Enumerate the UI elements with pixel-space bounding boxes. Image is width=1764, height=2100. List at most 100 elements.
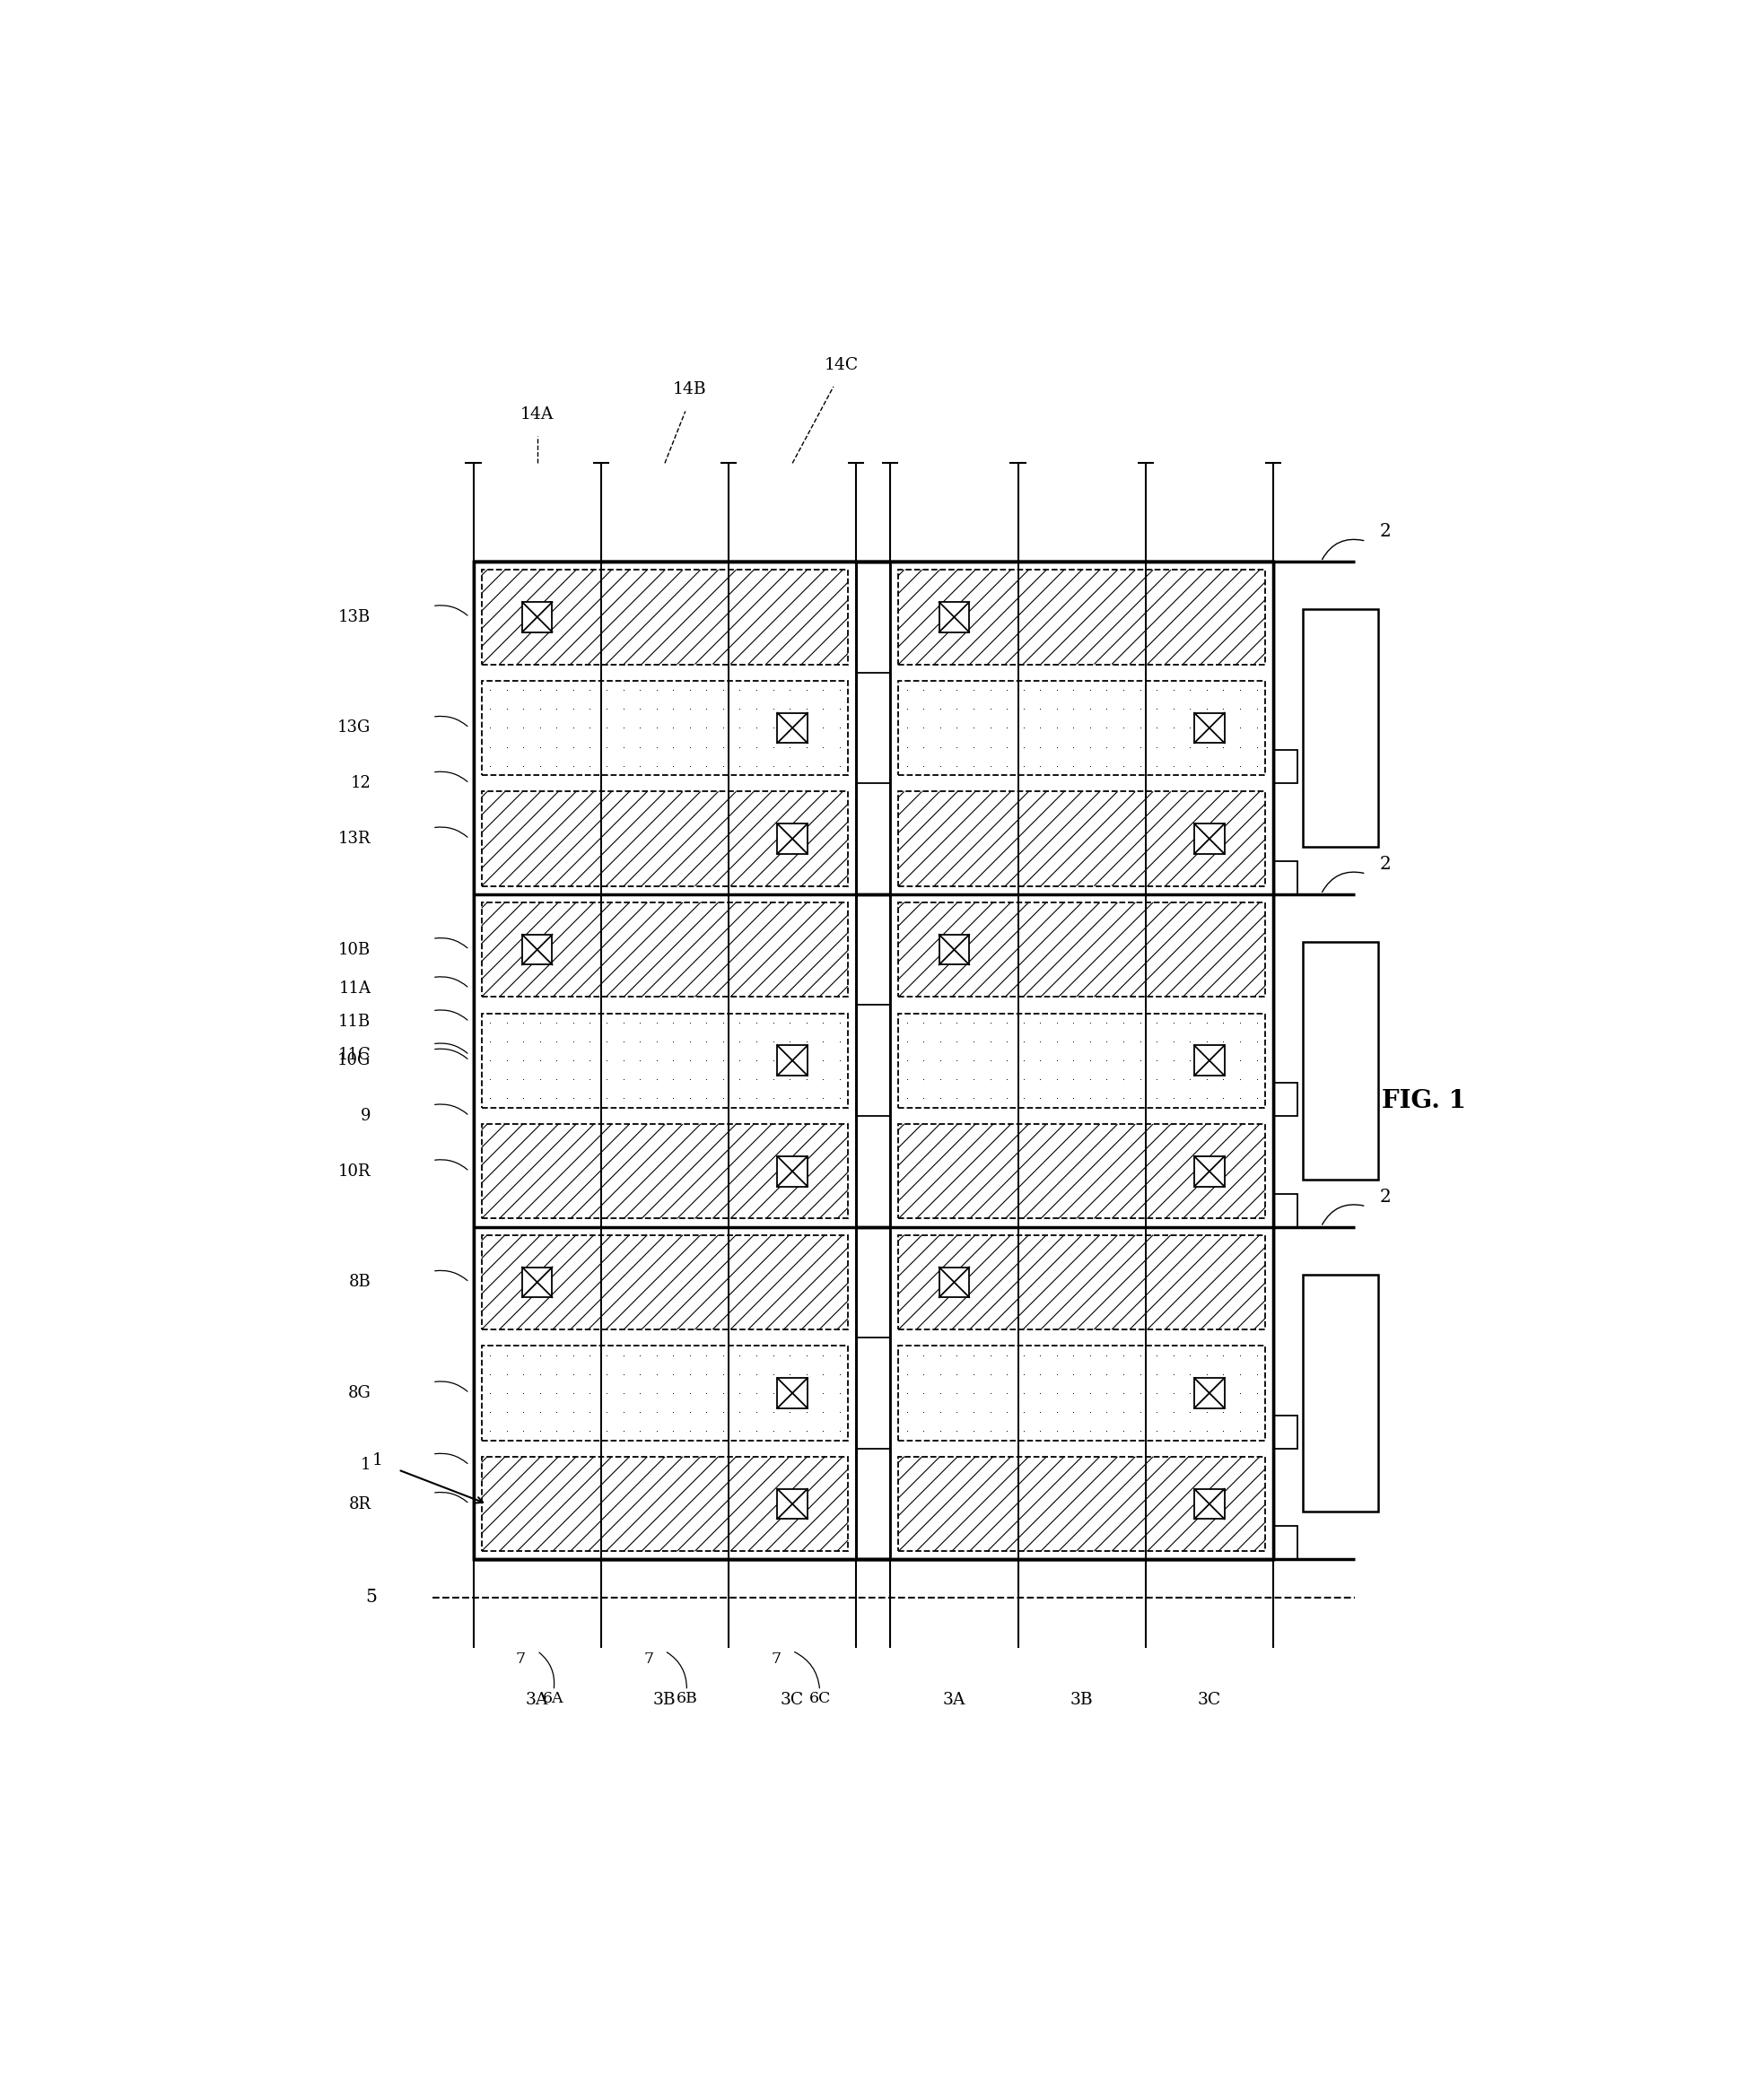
Point (492, 1338, 520, 1371)
Point (1110, 1025, 1138, 1058)
Point (993, 1044, 1021, 1077)
Text: 1: 1 (360, 1457, 370, 1474)
Point (1076, 1394, 1104, 1428)
Point (792, 1357, 820, 1390)
Point (810, 1357, 838, 1390)
Point (1208, 1413, 1237, 1447)
Point (476, 1413, 505, 1447)
Point (526, 674, 554, 708)
Point (626, 1338, 654, 1371)
Bar (473, 672, 856, 783)
Point (676, 1413, 704, 1447)
Point (1177, 1006, 1205, 1040)
Text: 2: 2 (1379, 523, 1392, 540)
Point (1043, 693, 1071, 727)
Text: 2: 2 (1379, 1189, 1392, 1205)
Point (543, 693, 572, 727)
Point (1159, 674, 1187, 708)
Point (526, 1082, 554, 1115)
Point (492, 1025, 520, 1058)
Point (1242, 750, 1270, 783)
Point (1159, 731, 1187, 764)
Point (609, 712, 637, 746)
Point (810, 1025, 838, 1058)
Point (609, 693, 637, 727)
Point (642, 1394, 670, 1428)
Point (492, 731, 520, 764)
Point (1092, 1376, 1120, 1409)
Point (1208, 1063, 1237, 1096)
Point (1076, 750, 1104, 783)
Point (1192, 1044, 1221, 1077)
Text: 10R: 10R (339, 1163, 370, 1180)
Point (759, 1338, 787, 1371)
Bar (1274, 1415, 1298, 1449)
Point (559, 1082, 587, 1115)
Point (1027, 674, 1055, 708)
Point (691, 1063, 720, 1096)
Point (810, 1063, 838, 1096)
Point (476, 1044, 505, 1077)
Point (776, 1357, 804, 1390)
Point (942, 1063, 970, 1096)
Point (676, 1025, 704, 1058)
Point (810, 1394, 838, 1428)
Point (1009, 1063, 1037, 1096)
Bar (482, 680, 848, 775)
Point (660, 1357, 688, 1390)
Point (1092, 1063, 1120, 1096)
Point (792, 1025, 820, 1058)
Point (942, 750, 970, 783)
Point (1027, 1357, 1055, 1390)
Bar (891, 1115, 1274, 1226)
Point (1125, 1082, 1154, 1115)
Bar (473, 561, 856, 672)
Text: 3B: 3B (653, 1693, 676, 1707)
Point (626, 731, 654, 764)
Point (743, 1394, 771, 1428)
Point (1027, 1394, 1055, 1428)
Point (660, 1338, 688, 1371)
Bar (898, 1014, 1265, 1107)
Point (691, 750, 720, 783)
Point (691, 693, 720, 727)
Point (559, 712, 587, 746)
Point (526, 1338, 554, 1371)
Point (759, 693, 787, 727)
Point (1027, 731, 1055, 764)
Point (543, 1063, 572, 1096)
Point (942, 1338, 970, 1371)
Point (1092, 674, 1120, 708)
Point (642, 1413, 670, 1447)
Point (559, 1394, 587, 1428)
Point (1159, 712, 1187, 746)
Point (492, 674, 520, 708)
Point (626, 1082, 654, 1115)
Point (476, 712, 505, 746)
Bar (898, 1346, 1265, 1441)
Point (893, 750, 921, 783)
Point (559, 1063, 587, 1096)
Point (676, 1044, 704, 1077)
Point (1027, 1006, 1055, 1040)
Point (792, 712, 820, 746)
Point (960, 1044, 988, 1077)
Point (960, 750, 988, 783)
Point (926, 1376, 954, 1409)
Point (725, 1394, 753, 1428)
Point (543, 1025, 572, 1058)
Point (975, 1338, 1004, 1371)
Bar (778, 1046, 808, 1075)
Point (1177, 1394, 1205, 1428)
Point (910, 674, 938, 708)
Point (893, 1376, 921, 1409)
Point (1125, 1063, 1154, 1096)
Point (1092, 731, 1120, 764)
Point (476, 1394, 505, 1428)
Bar (1304, 609, 1378, 846)
Point (1009, 693, 1037, 727)
Point (609, 1025, 637, 1058)
Bar (778, 1157, 808, 1186)
Point (776, 750, 804, 783)
Point (510, 1376, 538, 1409)
